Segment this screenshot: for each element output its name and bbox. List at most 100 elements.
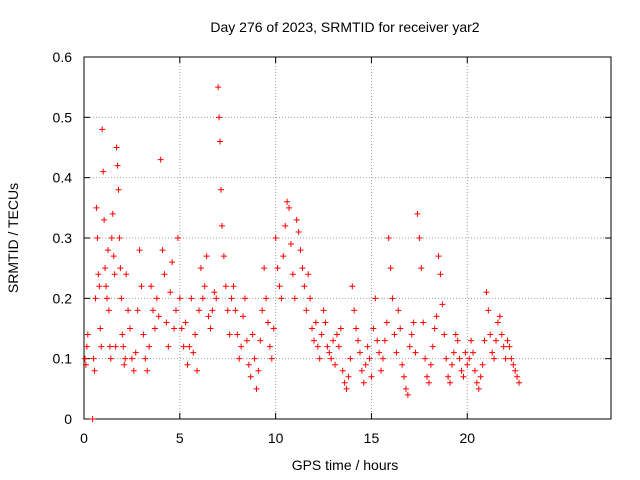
data-point	[297, 247, 304, 254]
data-point	[381, 337, 388, 344]
data-point	[122, 355, 129, 362]
data-point	[151, 325, 158, 332]
data-point	[364, 343, 371, 350]
data-point	[83, 343, 90, 350]
data-point	[305, 271, 312, 278]
data-point	[241, 295, 248, 302]
data-point	[95, 271, 102, 278]
data-point	[218, 186, 225, 193]
data-point	[314, 343, 321, 350]
data-point	[128, 355, 135, 362]
data-point	[232, 307, 239, 314]
data-point	[163, 319, 170, 326]
data-point	[174, 235, 181, 241]
y-axis-label: SRMTID / TECUs	[5, 183, 21, 293]
data-point	[286, 204, 293, 211]
data-point	[82, 361, 89, 368]
data-point	[98, 343, 105, 350]
data-point	[100, 168, 107, 175]
data-point	[332, 361, 339, 368]
data-point	[425, 379, 432, 386]
data-point	[220, 253, 227, 260]
data-point	[261, 265, 268, 272]
data-point	[353, 325, 360, 332]
data-point	[182, 319, 189, 326]
data-point	[309, 325, 316, 332]
data-point	[376, 349, 383, 356]
data-point	[96, 283, 103, 290]
data-point	[176, 295, 183, 302]
data-point	[345, 373, 352, 380]
data-point	[470, 349, 477, 356]
data-point	[165, 343, 172, 350]
data-point	[437, 271, 444, 278]
data-point	[508, 355, 515, 362]
data-point	[119, 331, 126, 338]
data-point	[89, 416, 96, 422]
x-tick-label: 0	[80, 430, 88, 446]
data-point	[506, 343, 513, 350]
data-point	[301, 283, 308, 290]
x-axis-label: GPS time / hours	[292, 457, 399, 473]
data-point	[195, 307, 202, 314]
data-point	[502, 355, 509, 362]
data-point	[512, 367, 519, 374]
data-point	[399, 361, 406, 368]
data-point	[510, 361, 517, 368]
data-point	[401, 373, 408, 380]
data-point	[479, 361, 486, 368]
data-point	[496, 313, 503, 320]
data-point	[468, 337, 475, 344]
data-point	[416, 235, 423, 241]
data-point	[107, 355, 114, 362]
data-point	[402, 385, 409, 392]
y-tick-label: 0.4	[53, 170, 73, 186]
data-point	[303, 307, 310, 314]
data-point	[362, 361, 369, 368]
data-point	[159, 247, 166, 254]
data-point	[450, 349, 457, 356]
data-point	[112, 343, 119, 350]
data-point	[427, 361, 434, 368]
data-point	[489, 349, 496, 356]
data-point	[410, 319, 417, 326]
data-point	[110, 253, 117, 260]
data-point	[408, 331, 415, 338]
data-point	[349, 283, 356, 290]
data-point	[130, 367, 137, 374]
data-point	[138, 283, 145, 290]
data-point	[295, 228, 302, 235]
data-point	[322, 319, 329, 326]
data-point	[117, 265, 124, 272]
data-point	[203, 253, 210, 260]
data-point	[180, 343, 187, 350]
y-tick-label: 0.3	[53, 230, 73, 246]
data-point	[257, 337, 264, 344]
data-point	[441, 331, 448, 338]
data-point	[103, 295, 110, 302]
data-point	[395, 307, 402, 314]
data-point	[218, 222, 225, 229]
data-point	[238, 343, 245, 350]
data-point	[491, 355, 498, 362]
data-point	[374, 337, 381, 344]
axis-ticks: 0 0.1 0.2 0.3 0.4 0.5 0.6 0 5 10 15 20	[53, 49, 611, 446]
data-point	[280, 253, 287, 260]
data-point	[291, 295, 298, 302]
data-point	[199, 295, 206, 302]
y-tick-label: 0.6	[53, 49, 73, 65]
data-point	[385, 235, 392, 241]
data-point	[234, 331, 241, 338]
data-point	[487, 331, 494, 338]
data-point	[228, 295, 235, 302]
data-point	[335, 343, 342, 350]
data-point	[103, 283, 110, 290]
data-point	[307, 295, 314, 302]
data-point	[404, 391, 411, 398]
y-tick-label: 0.2	[53, 290, 73, 306]
data-point	[452, 331, 459, 338]
data-point	[186, 343, 193, 350]
data-point	[249, 331, 256, 338]
data-point	[366, 355, 373, 362]
data-point	[149, 307, 156, 314]
